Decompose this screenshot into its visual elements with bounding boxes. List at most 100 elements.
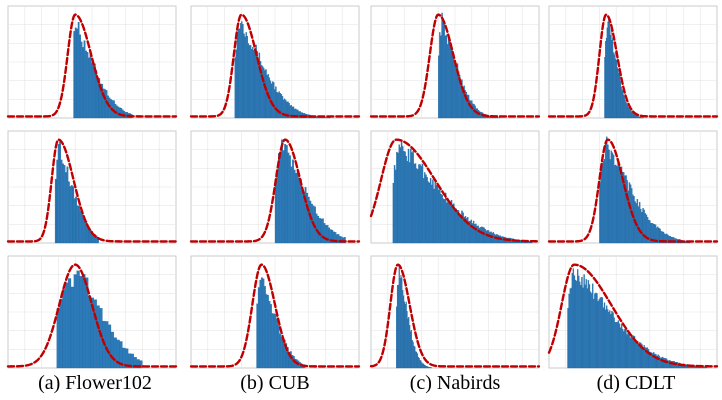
panel-cdlt-row3-bar bbox=[590, 293, 593, 369]
panel-nabirds-row1-bar bbox=[440, 35, 442, 119]
panel-nabirds-row2-bar bbox=[403, 151, 405, 244]
panel-nabirds-row3-bar bbox=[409, 325, 411, 369]
panel-flower102-row1-bar bbox=[86, 52, 89, 119]
panel-cub-row3-bar bbox=[280, 337, 283, 369]
panel-cdlt-row3-bar bbox=[626, 334, 628, 369]
panel-cdlt-row2-bar bbox=[625, 175, 627, 244]
panel-nabirds-row2-bar bbox=[424, 172, 426, 244]
panel-cdlt-row1-bar bbox=[630, 110, 632, 119]
panel-nabirds-row2-bar bbox=[428, 182, 431, 244]
panel-cdlt-row1-bar bbox=[638, 116, 640, 119]
panel-nabirds-row3-bar bbox=[396, 284, 399, 369]
panel-flower102-row3-bar bbox=[65, 282, 69, 369]
panel-cdlt-row3-bar bbox=[642, 347, 644, 369]
panel-cub-row2-bar bbox=[318, 217, 321, 244]
panel-cdlt-row3-bar bbox=[668, 360, 670, 369]
panel-nabirds-row3-bar bbox=[425, 365, 427, 369]
panel-nabirds-row1-bar bbox=[467, 94, 470, 119]
panel-cub-row1-bar bbox=[246, 35, 249, 119]
panel-cub-row1-bar bbox=[237, 29, 240, 119]
panel-cub-row2-bar bbox=[281, 139, 283, 244]
panel-flower102-row3-bar bbox=[79, 275, 83, 369]
panel-nabirds-row2-bar bbox=[475, 223, 477, 244]
panel-flower102-row3-bar bbox=[68, 278, 72, 369]
panel-cdlt-row3-bar bbox=[629, 337, 631, 369]
panel-cdlt-row3-bar bbox=[589, 291, 592, 369]
panel-cdlt-row3-bar bbox=[664, 358, 667, 369]
panel-nabirds-row2-bar bbox=[441, 194, 443, 244]
panel-cub-row2-bar bbox=[320, 218, 323, 244]
panel-nabirds-row2-bar bbox=[458, 213, 461, 244]
panel-cdlt-row3-bar bbox=[616, 322, 619, 369]
panel-nabirds-row2-bar bbox=[491, 233, 493, 244]
panel-flower102-row1-bar bbox=[85, 50, 87, 119]
panel-cdlt-row3-bar bbox=[603, 302, 606, 369]
panel-cub-row2-bar bbox=[284, 144, 287, 244]
panel-cdlt-row2-fit-curve bbox=[547, 138, 719, 243]
panel-cub-row1-bar bbox=[324, 117, 327, 119]
panel-cdlt-row3-bar bbox=[604, 309, 607, 369]
panel-flower102-row1-bar bbox=[104, 89, 106, 119]
panel-cub-row2-bar bbox=[307, 196, 310, 244]
panel-nabirds-row1-bar bbox=[442, 18, 444, 119]
panel-cub-row3-bar bbox=[273, 313, 275, 369]
panel-nabirds-row2-bar bbox=[485, 230, 488, 244]
panel-cub-row2-bar bbox=[298, 177, 301, 244]
panel-cdlt-row3-bar bbox=[595, 292, 597, 369]
panel-nabirds-row2-bar bbox=[472, 220, 475, 244]
panel-flower102-row3-bar bbox=[139, 360, 143, 369]
panel-cub-row3-bar bbox=[267, 295, 269, 369]
panel-nabirds-row2-bar bbox=[405, 155, 407, 244]
panel-cdlt-row3-bar bbox=[631, 336, 634, 369]
panel-nabirds-row3-bar bbox=[400, 275, 402, 369]
panel-nabirds-row2-bar bbox=[393, 165, 396, 244]
panel-cdlt-row2-bar bbox=[638, 202, 641, 244]
panel-flower102-row1-bar bbox=[76, 28, 79, 119]
panel-nabirds-row2-bar bbox=[404, 151, 406, 244]
panel-cub-row1-bar bbox=[235, 49, 238, 119]
panel-cub-row1-bar bbox=[278, 91, 280, 119]
panel-cub-row1-bar bbox=[263, 67, 265, 119]
panel-flower102-row3-bar bbox=[110, 331, 114, 369]
panel-flower102-row3-bar bbox=[70, 286, 74, 369]
panel-cdlt-row3-bar bbox=[624, 328, 626, 369]
panel-cdlt-row3-bar bbox=[593, 298, 595, 369]
panel-cdlt-row3-fit-curve bbox=[547, 263, 719, 368]
panel-cdlt-row3-bar bbox=[661, 356, 664, 369]
panel-cdlt-row2-bar bbox=[600, 168, 602, 244]
panel-cub-row1-bar bbox=[264, 70, 266, 119]
panel-nabirds-row2-bar bbox=[408, 162, 411, 244]
panel-cub-row1-bar bbox=[236, 32, 239, 119]
panel-cub-row3-bar bbox=[256, 303, 259, 369]
panel-cub-row1-bar bbox=[269, 80, 272, 119]
panel-cub-row2-bar bbox=[292, 159, 294, 244]
panel-cub-row1-bar bbox=[257, 60, 259, 119]
panel-nabirds-row2-bar bbox=[470, 219, 472, 244]
panel-cdlt-row2-bar bbox=[610, 150, 612, 244]
panel-flower102-row2-bar bbox=[88, 228, 91, 244]
panel-cdlt-row3-bar bbox=[569, 288, 571, 369]
panel-nabirds-row2-bar bbox=[413, 163, 416, 244]
panel-cub-row2-bar bbox=[323, 223, 326, 244]
panel-nabirds-row2-bar bbox=[426, 177, 428, 244]
panel-flower102-row1-bar bbox=[82, 47, 84, 119]
panel-nabirds-row2-bar bbox=[402, 146, 404, 244]
panel-cub-row3-fit-curve bbox=[189, 263, 361, 368]
panel-cub-row1-bar bbox=[243, 33, 245, 119]
panel-nabirds-row2 bbox=[369, 130, 541, 244]
panel-flower102-row1-bar bbox=[92, 63, 95, 119]
panel-cdlt-row2-bar bbox=[619, 169, 622, 244]
panel-nabirds-row2-bar bbox=[398, 144, 400, 244]
panel-nabirds-row3-bar bbox=[426, 366, 428, 369]
panel-nabirds-row2-bar bbox=[392, 182, 395, 244]
panel-nabirds-row2-bar bbox=[425, 174, 427, 244]
panel-cdlt-row3-bar bbox=[574, 279, 577, 369]
panel-cub-row3-bar bbox=[268, 301, 271, 369]
panel-nabirds-row3-bar bbox=[405, 301, 407, 369]
panel-cub-row3-bar bbox=[257, 287, 260, 369]
panel-cdlt-row1-bar bbox=[624, 99, 626, 119]
panel-cub-row1-bar bbox=[274, 89, 276, 119]
panel-cdlt-row1-bar bbox=[620, 86, 622, 119]
panel-nabirds-row3-bar bbox=[399, 278, 401, 369]
panel-flower102-row3-bar bbox=[73, 274, 77, 369]
